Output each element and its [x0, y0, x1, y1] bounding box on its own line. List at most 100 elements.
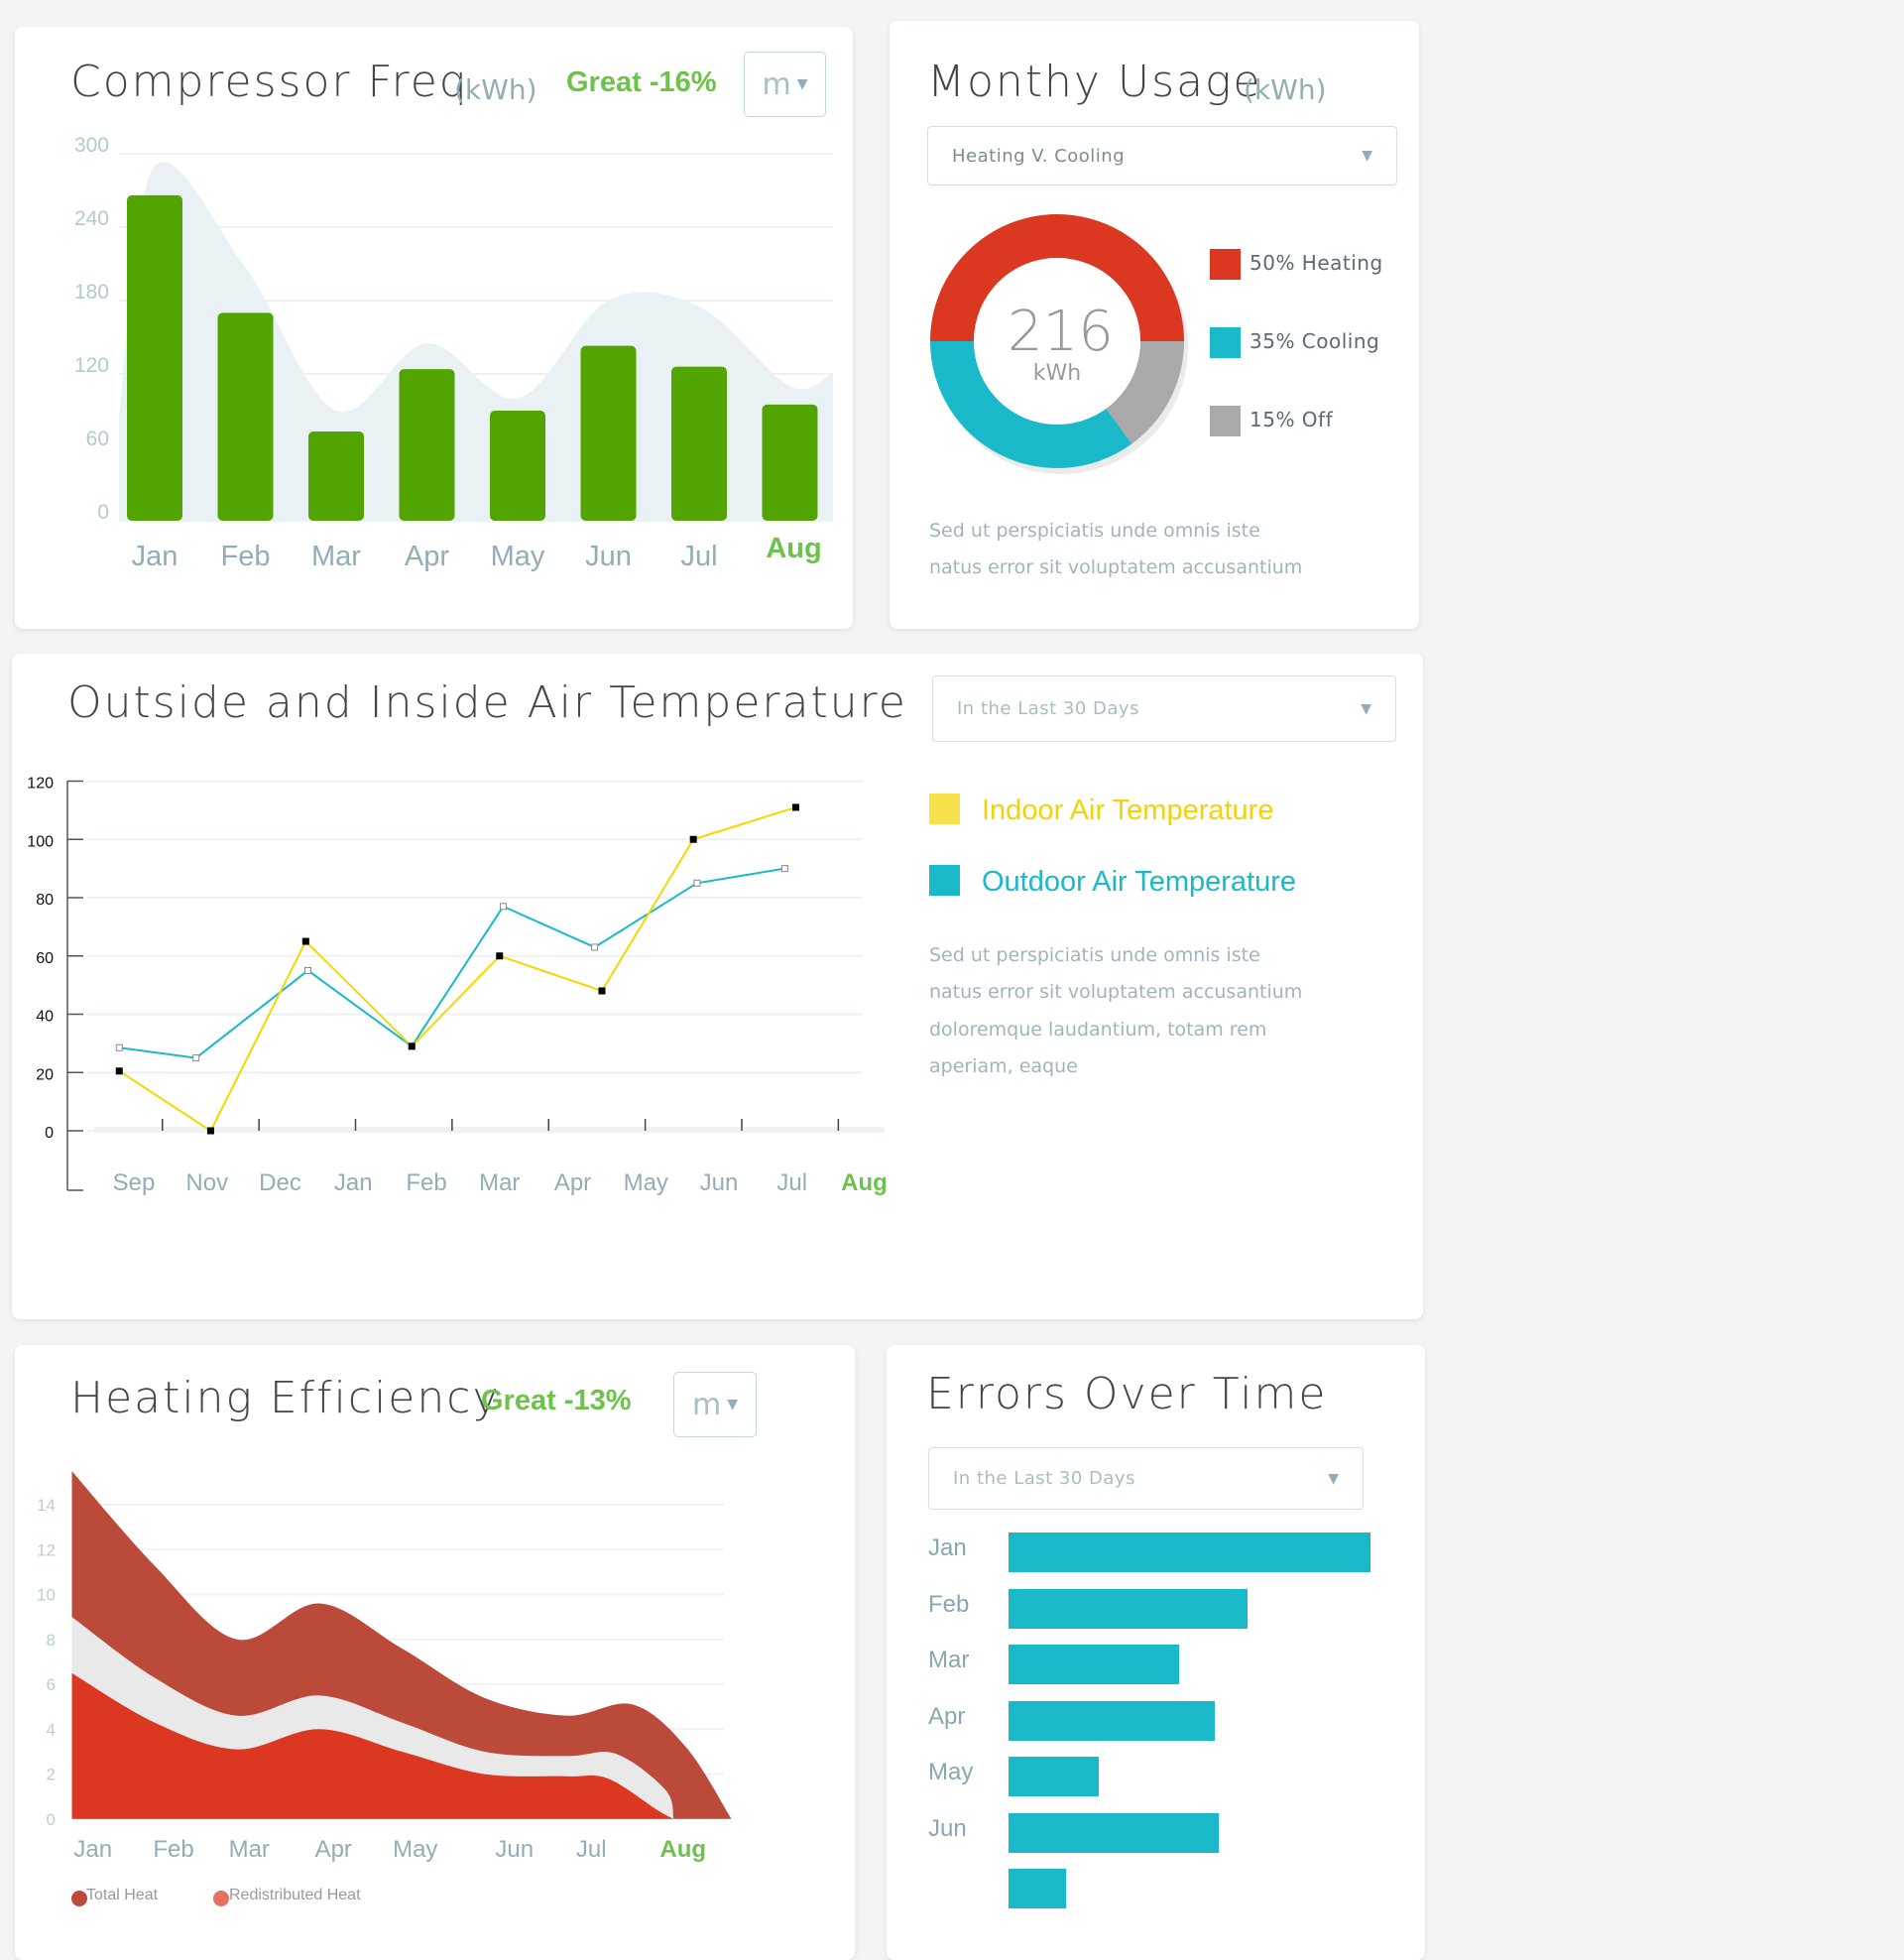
- errors-card: Errors Over Time In the Last 30 Days ▼ Ja…: [887, 1345, 1425, 1960]
- x-tick-label: Dec: [259, 1169, 301, 1196]
- y-tick-label: Feb: [928, 1590, 970, 1618]
- y-tick-label: 10: [37, 1586, 56, 1605]
- bar-jul: [671, 366, 727, 521]
- period-label: m: [691, 1387, 722, 1422]
- donut-slice-heating: [930, 214, 1184, 341]
- legend-label: 15% Off: [1250, 408, 1334, 431]
- bar-jun: [580, 345, 637, 521]
- x-tick-label: Jul: [776, 1169, 807, 1196]
- x-tick-label: Jun: [585, 541, 632, 572]
- x-tick-label: Feb: [406, 1169, 446, 1196]
- y-tick-label: 240: [74, 207, 109, 230]
- error-bar: [1009, 1869, 1067, 1908]
- y-tick-label: Jun: [928, 1814, 967, 1842]
- y-tick-label: Apr: [928, 1702, 966, 1730]
- bar-mar: [308, 430, 364, 521]
- data-point: [791, 803, 799, 811]
- caret-down-icon: ▼: [796, 76, 808, 92]
- monthly-dropdown[interactable]: Heating V. Cooling ▼: [927, 126, 1397, 185]
- series-line: [118, 805, 796, 1133]
- temperature-dropdown[interactable]: In the Last 30 Days ▼: [932, 675, 1396, 742]
- error-bar: [1009, 1588, 1248, 1629]
- data-point: [591, 943, 599, 951]
- data-point: [496, 952, 504, 960]
- monthly-title: Monthy Usage: [927, 57, 1262, 107]
- heating-title: Heating Efficiency: [70, 1373, 501, 1423]
- compressor-unit: (kWh): [454, 73, 537, 106]
- errors-title: Errors Over Time: [926, 1369, 1328, 1419]
- legend-dot: [71, 1891, 87, 1906]
- error-bar: [1009, 1812, 1219, 1853]
- legend-label: Outdoor Air Temperature: [982, 866, 1297, 898]
- legend-label: 50% Heating: [1250, 251, 1383, 275]
- bar-may: [490, 411, 545, 521]
- x-tick-label: Nov: [185, 1169, 228, 1196]
- period-label: m: [762, 66, 791, 102]
- x-tick-label: Jun: [495, 1836, 534, 1863]
- y-tick-label: 0: [47, 1810, 56, 1829]
- x-tick-label: Jul: [680, 541, 717, 572]
- y-tick-label: 120: [27, 776, 54, 793]
- y-tick-label: 8: [47, 1631, 56, 1650]
- data-point: [598, 987, 606, 995]
- donut-hole: [974, 258, 1140, 425]
- y-tick-label: 20: [36, 1066, 54, 1083]
- compressor-period-button[interactable]: m ▼: [744, 52, 826, 117]
- x-tick-label: Jan: [73, 1836, 112, 1863]
- compressor-status: Great -16%: [566, 66, 717, 98]
- area-redistributed-heat: [71, 1672, 674, 1819]
- donut-center-value: 216: [1008, 300, 1114, 364]
- x-tick-label: Jan: [334, 1169, 373, 1196]
- caret-down-icon: ▼: [1361, 700, 1371, 717]
- monthly-description-2: natus error sit voluptatem accusantium: [929, 556, 1303, 578]
- x-tick-label: May: [624, 1169, 668, 1196]
- donut-center-unit: kWh: [1032, 361, 1082, 386]
- compressor-chart: 0 60 120 180 240 300 Jan Feb Mar Apr May Jun Jul Aug: [74, 134, 833, 572]
- y-tick-label: 80: [36, 892, 54, 909]
- donut-slice-cooling: [930, 341, 1132, 468]
- x-tick-label: Feb: [153, 1836, 193, 1863]
- data-point: [780, 865, 788, 873]
- errors-dropdown[interactable]: In the Last 30 Days ▼: [928, 1447, 1364, 1510]
- data-point: [693, 879, 701, 887]
- y-tick-label: 12: [37, 1540, 56, 1559]
- data-point: [115, 1067, 123, 1075]
- legend-swatch: [1210, 327, 1241, 358]
- temperature-description-3: doloremque laudantium, totam rem: [929, 1019, 1267, 1041]
- heating-period-button[interactable]: m ▼: [673, 1372, 757, 1437]
- x-tick-label: Aug: [766, 533, 821, 564]
- y-tick-label: 4: [47, 1720, 56, 1739]
- series-line: [119, 867, 785, 1059]
- y-tick-label: Jan: [928, 1534, 967, 1561]
- error-bar: [1009, 1700, 1216, 1741]
- y-tick-label: May: [928, 1759, 974, 1785]
- x-tick-label: May: [393, 1836, 437, 1863]
- x-tick-label: Aug: [659, 1836, 706, 1863]
- x-tick-label: Mar: [229, 1836, 270, 1863]
- y-tick-label: 60: [36, 950, 54, 967]
- legend-swatch: [929, 794, 960, 824]
- dropdown-value: In the Last 30 Days: [957, 698, 1139, 719]
- legend-label: Redistributed Heat: [229, 1887, 361, 1903]
- monthly-unit: (kWh): [1244, 73, 1327, 106]
- data-point: [206, 1127, 214, 1135]
- x-tick-label: Aug: [841, 1169, 888, 1196]
- data-point: [499, 903, 507, 911]
- bar-aug: [762, 404, 818, 521]
- legend-label: 35% Cooling: [1250, 329, 1380, 353]
- usage-donut-chart: [930, 214, 1188, 474]
- y-tick-label: 6: [47, 1675, 56, 1694]
- caret-down-icon: ▼: [727, 1397, 738, 1412]
- y-tick-label: 2: [47, 1766, 56, 1784]
- legend-label: Indoor Air Temperature: [982, 795, 1274, 826]
- data-point: [115, 1043, 123, 1051]
- dropdown-value: Heating V. Cooling: [952, 145, 1126, 167]
- data-point: [301, 937, 309, 945]
- y-tick-label: 180: [74, 281, 109, 304]
- monthly-description-1: Sed ut perspiciatis unde omnis iste: [929, 520, 1260, 542]
- y-tick-label: 0: [97, 501, 109, 524]
- temperature-description-1: Sed ut perspiciatis unde omnis iste: [929, 944, 1260, 966]
- temperature-description-4: aperiam, eaque: [929, 1055, 1078, 1077]
- x-tick-label: Jan: [132, 541, 178, 572]
- x-tick-label: Apr: [554, 1169, 591, 1196]
